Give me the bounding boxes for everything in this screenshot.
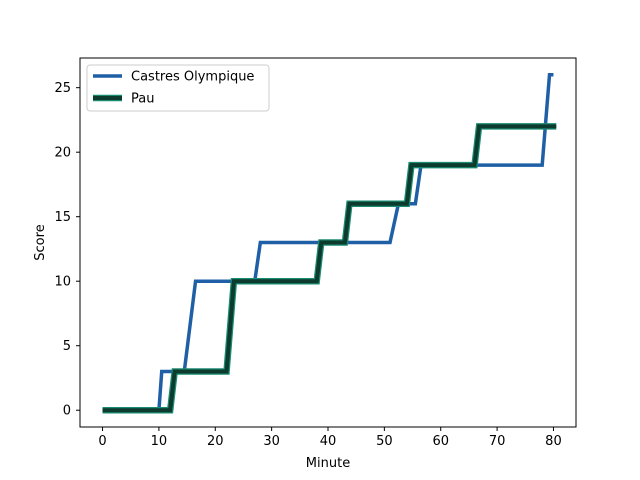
legend-box [86,64,270,112]
x-tick-label: 80 [545,434,562,449]
x-tick-label: 0 [98,434,106,449]
x-tick-label: 60 [432,434,449,449]
x-tick-label: 70 [489,434,506,449]
y-axis-ticks: 0 5 10 15 20 25 [54,81,80,419]
legend: Castres Olympique Pau [86,64,270,112]
x-tick-label: 20 [207,434,224,449]
y-tick-label: 10 [54,275,71,290]
y-tick-label: 5 [63,339,71,354]
y-axis-label: Score [33,224,48,260]
y-tick-label: 0 [63,404,71,419]
legend-label-castres-olympique: Castres Olympique [131,70,254,85]
x-tick-label: 10 [151,434,168,449]
x-tick-label: 50 [376,434,393,449]
series-layer [102,73,557,414]
series-line-pau [102,124,557,413]
x-axis-label: Minute [306,456,350,471]
y-tick-label: 25 [54,81,71,96]
x-tick-label: 30 [263,434,280,449]
y-tick-label: 15 [54,210,71,225]
legend-label-pau: Pau [131,92,154,107]
x-tick-label: 40 [320,434,337,449]
y-tick-label: 20 [54,146,71,161]
x-axis-ticks: 0 10 20 30 40 50 60 70 80 [98,427,562,449]
